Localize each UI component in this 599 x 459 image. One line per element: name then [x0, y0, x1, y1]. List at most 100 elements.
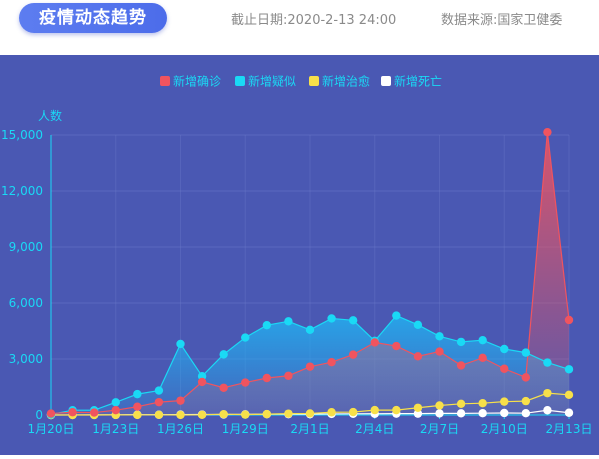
cutoff-date-label: 截止日期: [231, 13, 288, 28]
point-suspected [564, 365, 574, 374]
trend-chart: 0 3,000 6,000 9,000 12,000 15,000 1月20日 1月23日 1月… [1, 74, 592, 437]
point-cured [521, 396, 531, 406]
x-tick-label: 1月26日 [157, 422, 204, 436]
point-cured [564, 390, 574, 400]
point-suspected [348, 316, 358, 325]
point-confirmed [413, 352, 423, 361]
point-confirmed [564, 315, 574, 325]
point-confirmed [435, 347, 444, 356]
point-confirmed [46, 409, 56, 418]
point-deaths [564, 408, 574, 417]
point-confirmed [370, 338, 379, 347]
point-suspected [500, 344, 509, 354]
point-confirmed [197, 377, 207, 387]
point-suspected [327, 314, 336, 323]
legend-label-deaths: 新增死亡 [394, 74, 442, 89]
point-confirmed [262, 373, 272, 383]
data-source-label: 数据来源: [441, 13, 498, 28]
point-deaths [435, 409, 444, 418]
point-confirmed [500, 364, 509, 373]
point-cured [435, 401, 444, 410]
y-tick-label: 0 [35, 408, 43, 422]
point-confirmed [133, 402, 142, 411]
point-cured [348, 407, 358, 417]
legend-swatch-suspected [235, 76, 245, 86]
y-tick-label: 3,000 [9, 352, 43, 366]
point-confirmed [478, 353, 487, 363]
point-confirmed [392, 341, 401, 351]
point-deaths [456, 409, 466, 418]
point-confirmed [521, 373, 531, 382]
point-suspected [435, 332, 444, 341]
point-suspected [392, 311, 401, 320]
point-confirmed [176, 396, 185, 405]
point-cured [392, 405, 401, 415]
area-confirmed [51, 132, 569, 415]
page-title: 疫情动态趋势 [19, 3, 167, 33]
cutoff-date: 截止日期:2020-2-13 24:00 [231, 9, 396, 28]
point-cured [176, 410, 185, 420]
point-deaths [521, 408, 531, 418]
point-cured [305, 409, 315, 418]
data-source-value: 国家卫健委 [497, 13, 563, 28]
x-tick-label: 2月13日 [546, 422, 593, 436]
point-cured [413, 403, 423, 412]
point-suspected [413, 320, 423, 329]
point-cured [543, 388, 552, 398]
point-suspected [456, 337, 466, 347]
point-deaths [543, 406, 552, 415]
point-cured [327, 408, 336, 417]
point-confirmed [241, 378, 250, 387]
y-tick-label: 6,000 [9, 296, 43, 310]
point-suspected [478, 335, 487, 345]
x-tick-label: 2月7日 [420, 422, 459, 436]
point-cured [370, 405, 379, 415]
point-suspected [284, 317, 293, 326]
point-cured [456, 399, 466, 408]
legend-label-suspected: 新增疑似 [248, 74, 296, 89]
legend-label-cured: 新增治愈 [322, 74, 370, 89]
point-suspected [154, 386, 164, 395]
point-confirmed [219, 383, 228, 392]
point-confirmed [456, 361, 466, 370]
point-suspected [111, 398, 120, 407]
legend-swatch-confirmed [160, 76, 170, 86]
legend-label-confirmed: 新增确诊 [173, 74, 221, 89]
x-tick-label: 1月23日 [92, 422, 139, 436]
point-cured [133, 410, 142, 420]
point-suspected [176, 339, 185, 349]
point-confirmed [327, 357, 336, 367]
y-tick-label: 9,000 [9, 240, 43, 254]
header: 疫情动态趋势 截止日期:2020-2-13 24:00 数据来源:国家卫健委 [0, 0, 599, 55]
point-cured [262, 409, 272, 419]
point-suspected [241, 333, 250, 342]
point-deaths [500, 408, 509, 418]
data-source: 数据来源:国家卫健委 [441, 9, 562, 28]
cutoff-date-value: 2020-2-13 24:00 [287, 13, 397, 28]
point-suspected [219, 350, 228, 359]
point-confirmed [68, 408, 77, 417]
y-axis-label: 人数 [38, 108, 62, 123]
legend: 新增确诊 新增疑似 新增治愈 新增死亡 [160, 74, 442, 89]
point-suspected [262, 320, 272, 330]
point-confirmed [543, 127, 552, 137]
y-tick-label: 12,000 [1, 184, 43, 198]
point-confirmed [305, 362, 315, 371]
legend-swatch-cured [309, 76, 319, 86]
x-tick-label: 1月29日 [222, 422, 269, 436]
point-confirmed [348, 350, 358, 359]
point-confirmed [154, 397, 164, 407]
x-tick-label: 2月4日 [355, 422, 394, 436]
legend-swatch-deaths [381, 76, 391, 86]
point-cured [219, 409, 228, 419]
point-suspected [305, 325, 315, 335]
x-tick-label: 1月20日 [28, 422, 75, 436]
point-cured [478, 399, 487, 408]
point-deaths [413, 409, 423, 418]
point-cured [500, 397, 509, 406]
point-cured [284, 409, 293, 418]
axes: 0 3,000 6,000 9,000 12,000 15,000 1月20日 1月23日 1月… [1, 128, 592, 436]
point-deaths [478, 408, 487, 418]
x-tick-label: 2月1日 [290, 422, 329, 436]
point-confirmed [284, 371, 293, 380]
